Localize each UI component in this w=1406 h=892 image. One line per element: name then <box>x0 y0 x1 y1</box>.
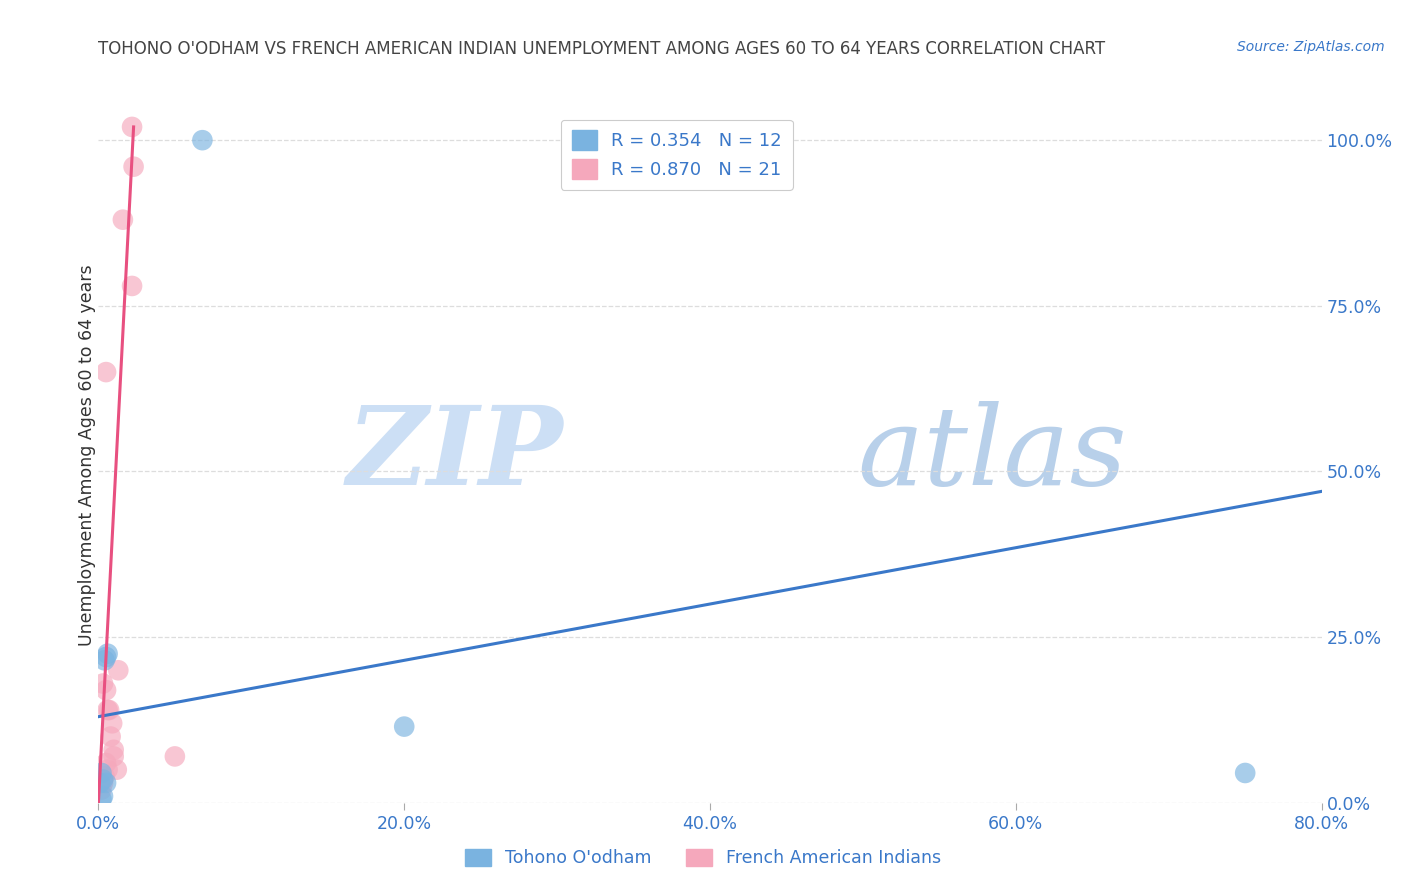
Point <box>97 647 120 661</box>
Point <box>107 663 129 677</box>
Point <box>121 279 143 293</box>
Point <box>94 650 117 665</box>
Point <box>93 653 115 667</box>
Point <box>91 772 114 787</box>
Point <box>94 683 117 698</box>
Text: Source: ZipAtlas.com: Source: ZipAtlas.com <box>1237 40 1385 54</box>
Point <box>191 133 214 147</box>
Point <box>94 776 117 790</box>
Point <box>122 160 145 174</box>
Point <box>89 776 111 790</box>
Point <box>163 749 186 764</box>
Point <box>100 730 122 744</box>
Point <box>1234 766 1257 780</box>
Point <box>97 763 120 777</box>
Point <box>91 789 114 804</box>
Point <box>105 763 128 777</box>
Point <box>101 716 124 731</box>
Point <box>111 212 134 227</box>
Point <box>91 676 114 690</box>
Text: TOHONO O'ODHAM VS FRENCH AMERICAN INDIAN UNEMPLOYMENT AMONG AGES 60 TO 64 YEARS : TOHONO O'ODHAM VS FRENCH AMERICAN INDIAN… <box>98 40 1105 58</box>
Point <box>392 720 416 734</box>
Y-axis label: Unemployment Among Ages 60 to 64 years: Unemployment Among Ages 60 to 64 years <box>79 264 96 646</box>
Point <box>90 792 112 806</box>
Point <box>93 769 115 783</box>
Point <box>103 749 125 764</box>
Point <box>91 776 114 790</box>
Point <box>98 703 121 717</box>
Text: ZIP: ZIP <box>347 401 564 508</box>
Point <box>90 766 112 780</box>
Point <box>103 743 125 757</box>
Point <box>94 756 117 770</box>
Legend: R = 0.354   N = 12, R = 0.870   N = 21: R = 0.354 N = 12, R = 0.870 N = 21 <box>561 120 793 190</box>
Point <box>97 703 120 717</box>
Point <box>90 782 112 797</box>
Point <box>121 120 143 134</box>
Point <box>94 365 117 379</box>
Legend: Tohono O'odham, French American Indians: Tohono O'odham, French American Indians <box>458 842 948 874</box>
Text: atlas: atlas <box>856 401 1126 508</box>
